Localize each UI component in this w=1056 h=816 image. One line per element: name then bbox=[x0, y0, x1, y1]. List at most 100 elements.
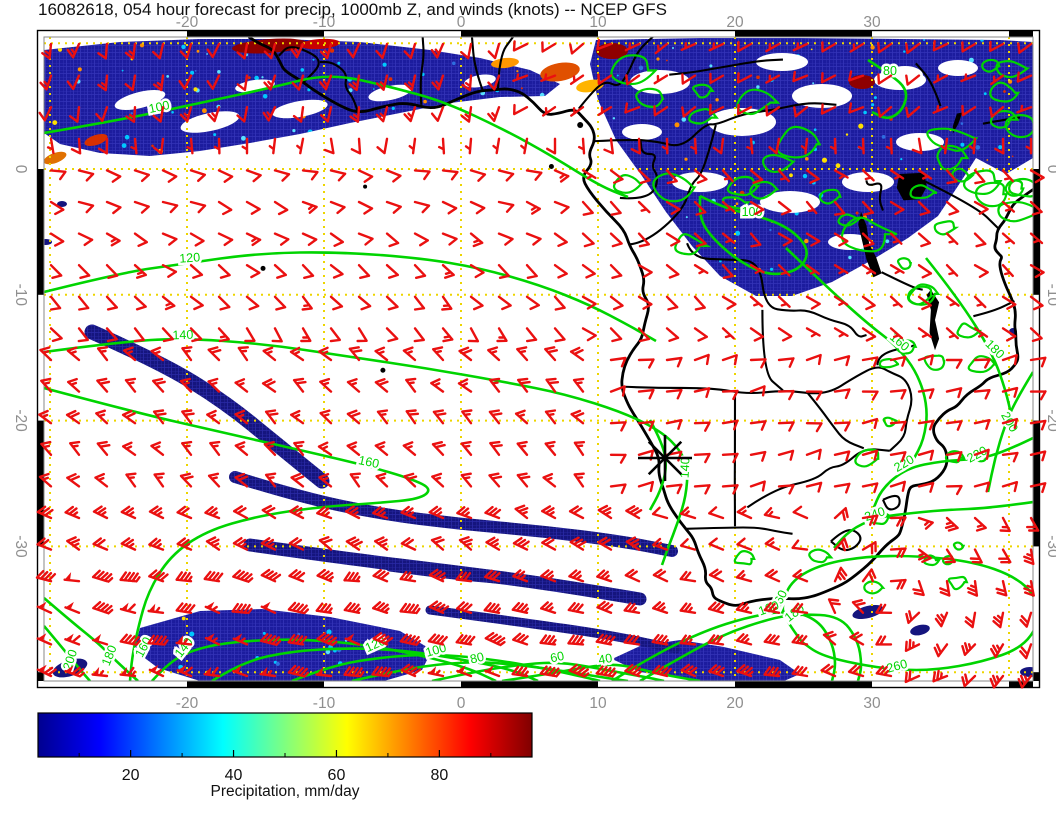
wind-barb bbox=[441, 295, 453, 311]
wind-barb bbox=[150, 346, 165, 362]
wind-barb bbox=[290, 42, 305, 59]
wind-barb bbox=[945, 484, 963, 496]
wind-barb bbox=[917, 449, 935, 461]
wind-barb bbox=[525, 232, 542, 246]
wind-barb bbox=[63, 572, 81, 583]
wind-barb bbox=[791, 539, 809, 551]
wind-barb bbox=[665, 356, 683, 368]
wind-barb bbox=[609, 483, 627, 495]
wind-barb bbox=[553, 200, 570, 215]
wind-barb bbox=[65, 409, 81, 425]
height-contour bbox=[936, 144, 970, 171]
lake bbox=[896, 172, 927, 201]
height-contour bbox=[1008, 177, 1033, 198]
wind-barb bbox=[721, 484, 739, 495]
colorbar: 20 40 60 80 bbox=[37, 712, 533, 784]
height-contour bbox=[501, 663, 701, 681]
wind-barb bbox=[293, 440, 305, 456]
wind-barb bbox=[492, 137, 501, 155]
wind-barb bbox=[329, 327, 341, 343]
wind-barb bbox=[833, 566, 848, 583]
wind-barb bbox=[917, 200, 931, 216]
wind-barb bbox=[877, 42, 893, 54]
wind-barb bbox=[403, 472, 418, 488]
country-border bbox=[619, 139, 659, 200]
wind-barb bbox=[596, 569, 613, 583]
wind-barb bbox=[512, 632, 529, 646]
wind-barb bbox=[721, 419, 739, 431]
wind-barb bbox=[763, 666, 781, 678]
wind-barb bbox=[917, 295, 932, 311]
wind-barb bbox=[343, 571, 361, 583]
wind-barb bbox=[319, 42, 333, 60]
wind-barb bbox=[329, 232, 344, 247]
wind-barb bbox=[316, 506, 333, 520]
wind-barb bbox=[273, 232, 290, 246]
contour-label: 100 bbox=[148, 98, 171, 116]
wind-barb bbox=[133, 264, 147, 279]
wind-barb bbox=[105, 295, 118, 311]
wind-barb bbox=[851, 599, 866, 614]
wind-barb bbox=[1001, 327, 1017, 342]
wind-barb bbox=[77, 169, 95, 182]
wind-barb bbox=[344, 505, 361, 520]
wind-barb bbox=[541, 106, 557, 117]
wind-barb bbox=[540, 73, 557, 82]
axis-degree-segment bbox=[1009, 30, 1033, 37]
wind-barb bbox=[749, 232, 762, 248]
wind-barb bbox=[693, 452, 711, 464]
x-axis-tick-label-bottom: -20 bbox=[176, 695, 199, 712]
wind-barb bbox=[469, 200, 486, 215]
height-contour bbox=[971, 449, 990, 463]
wind-barb bbox=[749, 327, 765, 342]
wind-barb bbox=[933, 74, 949, 84]
wind-barb bbox=[749, 420, 767, 431]
height-contour bbox=[612, 174, 644, 194]
height-contour bbox=[967, 355, 998, 374]
wind-barb bbox=[973, 481, 991, 493]
wind-barb bbox=[680, 506, 697, 520]
wind-barb bbox=[1029, 356, 1047, 368]
axis-degree-segment bbox=[1033, 169, 1040, 295]
wind-barb bbox=[777, 327, 793, 342]
wind-barb bbox=[568, 569, 585, 583]
wind-barb bbox=[91, 569, 114, 583]
height-contour bbox=[867, 58, 908, 120]
wind-barb bbox=[998, 548, 1012, 564]
height-contour bbox=[863, 580, 886, 595]
wind-barb bbox=[735, 601, 753, 614]
wind-barb bbox=[357, 232, 374, 246]
wind-barb bbox=[777, 264, 791, 277]
wind-barb bbox=[693, 387, 711, 399]
wind-barb bbox=[400, 537, 417, 551]
wind-barb bbox=[236, 42, 249, 60]
wind-barb bbox=[665, 419, 683, 430]
wind-barb bbox=[973, 358, 991, 369]
wind-barb bbox=[176, 665, 193, 678]
wind-barb bbox=[989, 40, 1005, 52]
wind-barb bbox=[721, 232, 736, 244]
wind-barb bbox=[133, 200, 150, 214]
wind-barb bbox=[749, 450, 767, 462]
precip-max bbox=[44, 151, 67, 165]
axis-degree-segment bbox=[37, 672, 44, 681]
wind-barb bbox=[458, 346, 473, 362]
x-axis-tick-label-top: 30 bbox=[863, 14, 881, 31]
wind-barb bbox=[77, 327, 89, 343]
wind-barb bbox=[213, 137, 221, 155]
precip-region bbox=[134, 609, 432, 681]
wind-barb bbox=[679, 538, 697, 551]
wind-barb bbox=[765, 105, 781, 117]
height-contour bbox=[749, 180, 780, 200]
wind-barb bbox=[945, 420, 963, 431]
wind-barb bbox=[232, 665, 249, 678]
wind-barb bbox=[317, 441, 333, 456]
wind-barb bbox=[97, 74, 109, 92]
wind-barb bbox=[833, 200, 846, 216]
wind-barb bbox=[236, 74, 249, 92]
wind-barb bbox=[857, 137, 865, 155]
wind-barb bbox=[833, 537, 849, 552]
wind-barb bbox=[861, 390, 879, 401]
axis-degree-segment bbox=[37, 420, 44, 547]
wind-barb bbox=[569, 74, 585, 85]
